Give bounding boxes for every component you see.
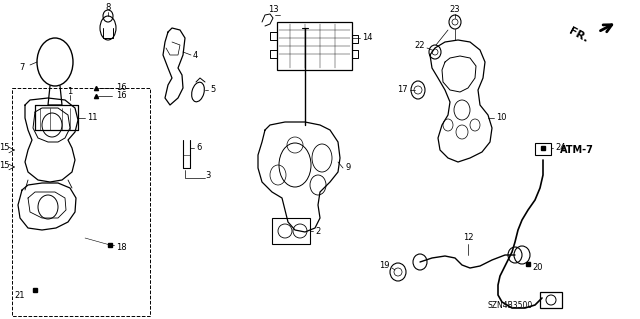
Text: 16: 16 <box>116 84 127 93</box>
Text: 10: 10 <box>496 114 506 122</box>
Bar <box>540 292 562 308</box>
Text: 15: 15 <box>0 160 10 169</box>
Text: 24: 24 <box>555 144 566 152</box>
Text: 6: 6 <box>196 144 202 152</box>
Text: ATM-7: ATM-7 <box>560 145 594 155</box>
Text: 21: 21 <box>15 291 25 300</box>
Bar <box>277 22 352 70</box>
Bar <box>12 88 150 316</box>
Text: 9: 9 <box>345 164 350 173</box>
Text: 11: 11 <box>87 114 97 122</box>
Text: 15: 15 <box>0 144 10 152</box>
Text: 2: 2 <box>315 226 320 235</box>
Text: 5: 5 <box>210 85 215 94</box>
Text: 7: 7 <box>19 63 25 72</box>
Text: 14: 14 <box>362 33 372 42</box>
Text: 19: 19 <box>380 261 390 270</box>
Text: 20: 20 <box>532 263 543 272</box>
Text: 17: 17 <box>397 85 408 94</box>
Text: 8: 8 <box>106 4 111 12</box>
Text: 16: 16 <box>116 92 127 100</box>
Text: 13: 13 <box>268 5 278 14</box>
Text: 22: 22 <box>415 41 425 49</box>
Text: 3: 3 <box>205 170 211 180</box>
Text: SZN4B3500: SZN4B3500 <box>488 300 532 309</box>
Text: 4: 4 <box>193 50 198 60</box>
Text: 23: 23 <box>450 5 460 14</box>
Text: 18: 18 <box>116 243 127 253</box>
Text: FR.: FR. <box>566 26 589 44</box>
Text: 12: 12 <box>463 234 473 242</box>
Bar <box>535 143 551 155</box>
Bar <box>272 218 310 244</box>
Text: 1: 1 <box>67 87 72 97</box>
